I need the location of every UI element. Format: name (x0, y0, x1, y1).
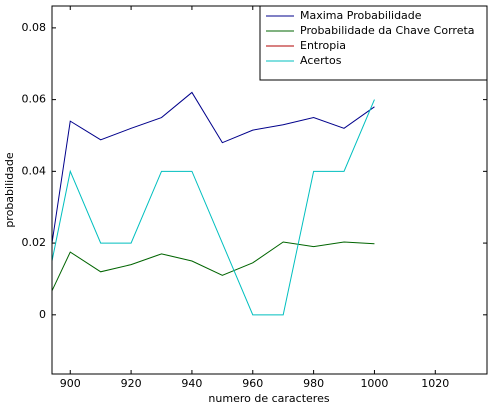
x-tick-label: 940 (181, 377, 202, 390)
series-line (51, 91, 375, 244)
x-axis-label: numero de caracteres (208, 392, 329, 405)
y-tick-label: 0 (39, 308, 46, 321)
series-line (51, 241, 375, 292)
y-tick-label: 0.04 (22, 164, 47, 177)
y-tick-label: 0.08 (22, 21, 47, 34)
legend-box (259, 5, 488, 81)
x-tick-label: 900 (60, 377, 81, 390)
legend-label: Probabilidade da Chave Correta (300, 24, 475, 37)
x-tick-label: 1020 (421, 377, 449, 390)
x-tick-label: 1000 (360, 377, 388, 390)
y-tick-label: 0.02 (22, 236, 47, 249)
y-axis-label: probabilidade (3, 152, 16, 228)
y-tick-label: 0.06 (22, 93, 47, 106)
legend-label: Maxima Probabilidade (300, 9, 422, 22)
legend-label: Entropia (300, 39, 346, 52)
series-line (51, 99, 375, 316)
legend-label: Acertos (300, 54, 342, 67)
x-tick-label: 960 (242, 377, 263, 390)
x-tick-label: 920 (121, 377, 142, 390)
x-tick-label: 980 (303, 377, 324, 390)
